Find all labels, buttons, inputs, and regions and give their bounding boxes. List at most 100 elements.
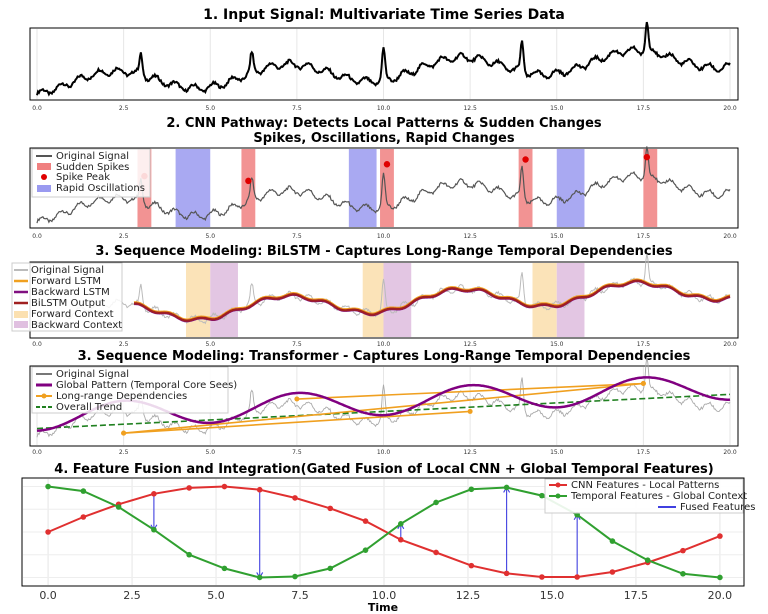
temporal-point bbox=[539, 492, 545, 499]
panel-1-signal-line bbox=[36, 21, 731, 97]
x-tick-label: 12.5 bbox=[456, 589, 481, 602]
temporal-point bbox=[468, 486, 475, 493]
cnn-point bbox=[468, 562, 475, 569]
panel-3-legend: Original Signal Forward LSTM Backward LS… bbox=[11, 262, 123, 332]
backward-context-region bbox=[383, 263, 412, 337]
panel-4-frame bbox=[29, 365, 739, 447]
cnn-point bbox=[327, 505, 334, 512]
x-tick-label: 2.5 bbox=[119, 233, 129, 240]
cnn-point bbox=[717, 533, 723, 539]
panel-4-title: 3. Sequence Modeling: Transformer - Capt… bbox=[78, 349, 691, 364]
x-tick-label: 2.5 bbox=[119, 449, 129, 456]
cnn-point bbox=[45, 529, 51, 535]
panel-1-grid bbox=[36, 29, 731, 99]
cnn-point bbox=[433, 549, 439, 556]
legend-global-pattern: Global Pattern (Temporal Core Sees) bbox=[56, 380, 237, 391]
panel-2: 2. CNN Pathway: Detects Local Patterns &… bbox=[29, 116, 739, 240]
legend-backward-lstm: Backward LSTM bbox=[31, 287, 110, 298]
panel-5-legend: CNN Features - Local Patterns Temporal F… bbox=[544, 478, 755, 514]
legend-temporal-features: Temporal Features - Global Context bbox=[570, 491, 747, 502]
temporal-point bbox=[186, 551, 192, 558]
temporal-point bbox=[80, 488, 87, 494]
panel-4-original-signal-line bbox=[36, 357, 731, 438]
long-range-endpoint bbox=[467, 408, 473, 414]
x-tick-label: 15.0 bbox=[550, 449, 564, 456]
temporal-point bbox=[45, 483, 51, 490]
panel-2-legend: Original Signal Sudden Spikes Spike Peak… bbox=[31, 148, 151, 198]
x-tick-label: 17.5 bbox=[637, 449, 651, 456]
legend-cnn-features: CNN Features - Local Patterns bbox=[571, 480, 719, 491]
legend-forward-lstm: Forward LSTM bbox=[31, 276, 101, 287]
x-tick-label: 0.0 bbox=[39, 589, 57, 602]
spike-peak bbox=[522, 156, 529, 163]
x-tick-label: 5.0 bbox=[205, 105, 215, 112]
panel-2-frame bbox=[29, 147, 739, 229]
temporal-point bbox=[717, 574, 723, 581]
panel-5: 4. Feature Fusion and Integration(Gated … bbox=[21, 462, 755, 614]
x-tick-label: 17.5 bbox=[637, 105, 651, 112]
panel-3-context-regions bbox=[185, 263, 585, 337]
panel-5-cnn-features-line bbox=[47, 485, 721, 578]
cnn-point bbox=[539, 574, 545, 580]
cnn-point bbox=[256, 486, 263, 493]
x-tick-label: 10.0 bbox=[377, 105, 391, 112]
panel-5-temporal-features-line bbox=[47, 485, 720, 579]
spike-region bbox=[643, 149, 658, 227]
legend-overall-trend: Overall Trend bbox=[56, 402, 122, 413]
legend-forward-context-swatch bbox=[14, 311, 28, 318]
x-tick-label: 15.0 bbox=[550, 105, 564, 112]
temporal-point bbox=[397, 521, 404, 527]
x-tick-label: 12.5 bbox=[463, 233, 477, 240]
panel-2-signal-line bbox=[36, 146, 731, 224]
legend-bilstm-output: BiLSTM Output bbox=[31, 298, 105, 309]
oscillation-region bbox=[175, 149, 211, 227]
x-tick-label: 0.0 bbox=[32, 233, 42, 240]
panel-2-subtitle: Spikes, Oscillations, Rapid Changes bbox=[253, 131, 514, 146]
panel-3-x-ticks: 0.0 2.5 5.0 7.5 10.0 12.5 15.0 17.5 20.0 bbox=[32, 341, 737, 348]
spike-peak bbox=[643, 153, 651, 161]
cnn-point bbox=[680, 547, 686, 554]
cnn-point bbox=[151, 491, 157, 497]
panel-1: 1. Input Signal: Multivariate Time Serie… bbox=[29, 7, 739, 112]
x-tick-label: 7.5 bbox=[292, 105, 302, 112]
x-tick-label: 20.0 bbox=[708, 589, 733, 602]
legend-forward-context: Forward Context bbox=[31, 309, 114, 320]
x-tick-label: 15.0 bbox=[550, 341, 564, 348]
long-range-endpoint bbox=[121, 430, 127, 436]
temporal-point bbox=[115, 504, 122, 510]
panel-5-temporal-points bbox=[45, 483, 723, 581]
panel-3-legend-box bbox=[11, 262, 123, 332]
forward-context-region bbox=[532, 263, 557, 337]
temporal-point bbox=[256, 574, 263, 581]
x-tick-label: 0.0 bbox=[32, 105, 42, 112]
legend-long-range-marker bbox=[41, 393, 47, 399]
legend-rapid-oscillations: Rapid Oscillations bbox=[56, 183, 145, 194]
x-tick-label: 20.0 bbox=[723, 233, 737, 240]
long-range-link bbox=[123, 382, 644, 434]
legend-backward-context: Backward Context bbox=[31, 320, 122, 331]
x-tick-label: 5.0 bbox=[205, 233, 215, 240]
cnn-point bbox=[80, 514, 87, 520]
x-tick-label: 15.0 bbox=[550, 233, 564, 240]
x-tick-label: 12.5 bbox=[463, 341, 477, 348]
x-tick-label: 17.5 bbox=[637, 341, 651, 348]
panel-4-legend-box bbox=[31, 366, 229, 414]
spike-peak bbox=[383, 161, 391, 168]
x-tick-label: 10.0 bbox=[377, 341, 391, 348]
cnn-point bbox=[574, 574, 580, 580]
temporal-point bbox=[151, 526, 157, 533]
legend-temporal-features-marker bbox=[555, 493, 561, 499]
backward-context-region bbox=[210, 263, 238, 337]
forward-context-region bbox=[185, 263, 211, 337]
oscillation-region bbox=[556, 149, 585, 227]
x-tick-label: 0.0 bbox=[32, 341, 42, 348]
cnn-point bbox=[362, 518, 369, 524]
x-tick-label: 10.0 bbox=[377, 449, 391, 456]
legend-cnn-features-marker bbox=[555, 482, 561, 488]
x-tick-label: 15.0 bbox=[540, 589, 565, 602]
panel-4-overall-trend-line bbox=[36, 393, 731, 430]
panel-2-title: 2. CNN Pathway: Detects Local Patterns &… bbox=[166, 116, 602, 131]
legend-backward-context-swatch bbox=[14, 321, 28, 328]
panel-4-x-ticks: 0.0 2.5 5.0 7.5 10.0 12.5 15.0 17.5 20.0 bbox=[32, 449, 737, 456]
